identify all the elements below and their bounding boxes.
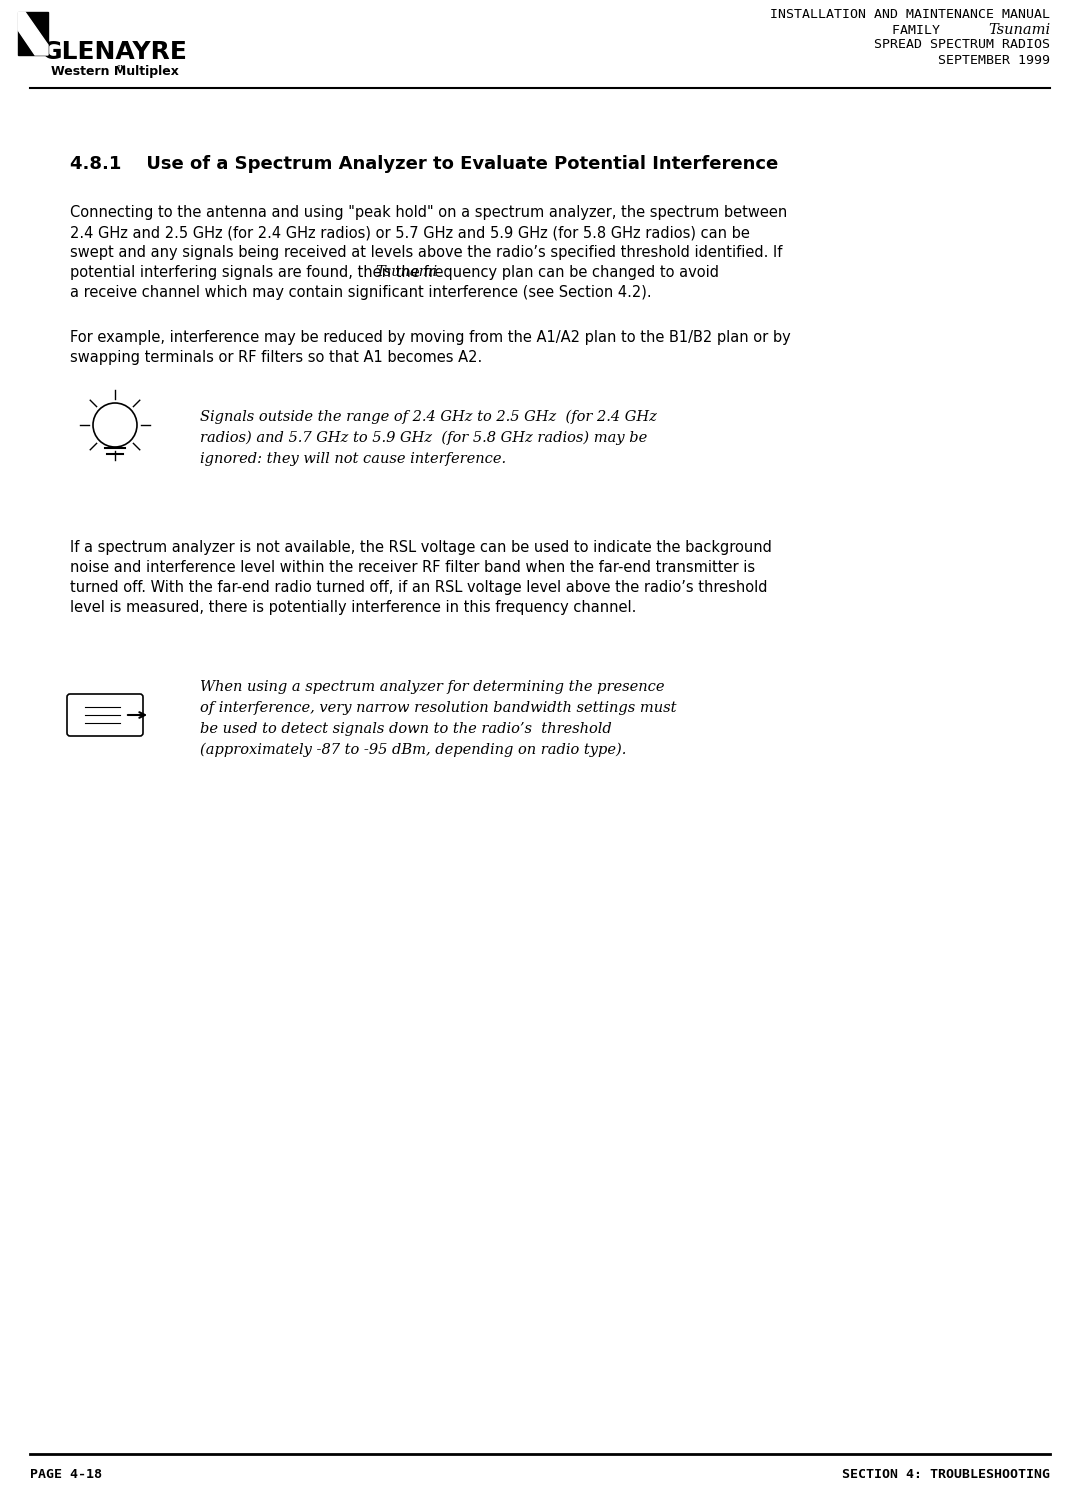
Text: potential interfering signals are found, then the: potential interfering signals are found,… [70, 265, 425, 280]
Text: of interference, very narrow resolution bandwidth settings must: of interference, very narrow resolution … [200, 701, 676, 716]
Text: frequency plan can be changed to avoid: frequency plan can be changed to avoid [420, 265, 719, 280]
Text: Signals outside the range of 2.4 GHz to 2.5 GHz  (for 2.4 GHz: Signals outside the range of 2.4 GHz to … [200, 410, 657, 425]
Text: INSTALLATION AND MAINTENANCE MANUAL: INSTALLATION AND MAINTENANCE MANUAL [770, 9, 1050, 21]
Text: Tsunami: Tsunami [988, 22, 1050, 37]
Text: PAGE 4-18: PAGE 4-18 [30, 1469, 102, 1482]
Text: Connecting to the antenna and using "peak hold" on a spectrum analyzer, the spec: Connecting to the antenna and using "pea… [70, 204, 788, 221]
Text: swapping terminals or RF filters so that A1 becomes A2.: swapping terminals or RF filters so that… [70, 350, 482, 365]
Text: Tsunami: Tsunami [374, 265, 437, 279]
Text: SEPTEMBER 1999: SEPTEMBER 1999 [938, 54, 1050, 67]
Text: SECTION 4: TROUBLESHOOTING: SECTION 4: TROUBLESHOOTING [842, 1469, 1050, 1482]
Text: ™: ™ [115, 66, 127, 75]
Text: turned off. With the far-end radio turned off, if an RSL voltage level above the: turned off. With the far-end radio turne… [70, 580, 767, 595]
Text: When using a spectrum analyzer for determining the presence: When using a spectrum analyzer for deter… [200, 680, 664, 693]
Text: swept and any signals being received at levels above the radio’s specified thres: swept and any signals being received at … [70, 245, 782, 259]
Text: Western Multiplex: Western Multiplex [52, 66, 179, 79]
Text: 2.4 GHz and 2.5 GHz (for 2.4 GHz radios) or 5.7 GHz and 5.9 GHz (for 5.8 GHz rad: 2.4 GHz and 2.5 GHz (for 2.4 GHz radios)… [70, 225, 750, 240]
Text: FAMILY: FAMILY [884, 24, 940, 36]
Text: be used to detect signals down to the radio’s  threshold: be used to detect signals down to the ra… [200, 722, 612, 737]
Text: (approximately -87 to -95 dBm, depending on radio type).: (approximately -87 to -95 dBm, depending… [200, 743, 627, 757]
Text: a receive channel which may contain significant interference (see Section 4.2).: a receive channel which may contain sign… [70, 285, 651, 300]
Text: 4.8.1    Use of a Spectrum Analyzer to Evaluate Potential Interference: 4.8.1 Use of a Spectrum Analyzer to Eval… [70, 155, 778, 173]
Text: For example, interference may be reduced by moving from the A1/A2 plan to the B1: For example, interference may be reduced… [70, 330, 791, 344]
Polygon shape [18, 12, 48, 55]
Text: If a spectrum analyzer is not available, the RSL voltage can be used to indicate: If a spectrum analyzer is not available,… [70, 540, 771, 555]
Text: noise and interference level within the receiver RF filter band when the far-end: noise and interference level within the … [70, 561, 755, 576]
Text: level is measured, there is potentially interference in this frequency channel.: level is measured, there is potentially … [70, 599, 636, 614]
Text: GLENAYRE: GLENAYRE [42, 40, 188, 64]
Text: SPREAD SPECTRUM RADIOS: SPREAD SPECTRUM RADIOS [874, 39, 1050, 52]
Text: radios) and 5.7 GHz to 5.9 GHz  (for 5.8 GHz radios) may be: radios) and 5.7 GHz to 5.9 GHz (for 5.8 … [200, 431, 647, 446]
Polygon shape [18, 12, 48, 55]
Text: ignored: they will not cause interference.: ignored: they will not cause interferenc… [200, 452, 506, 467]
